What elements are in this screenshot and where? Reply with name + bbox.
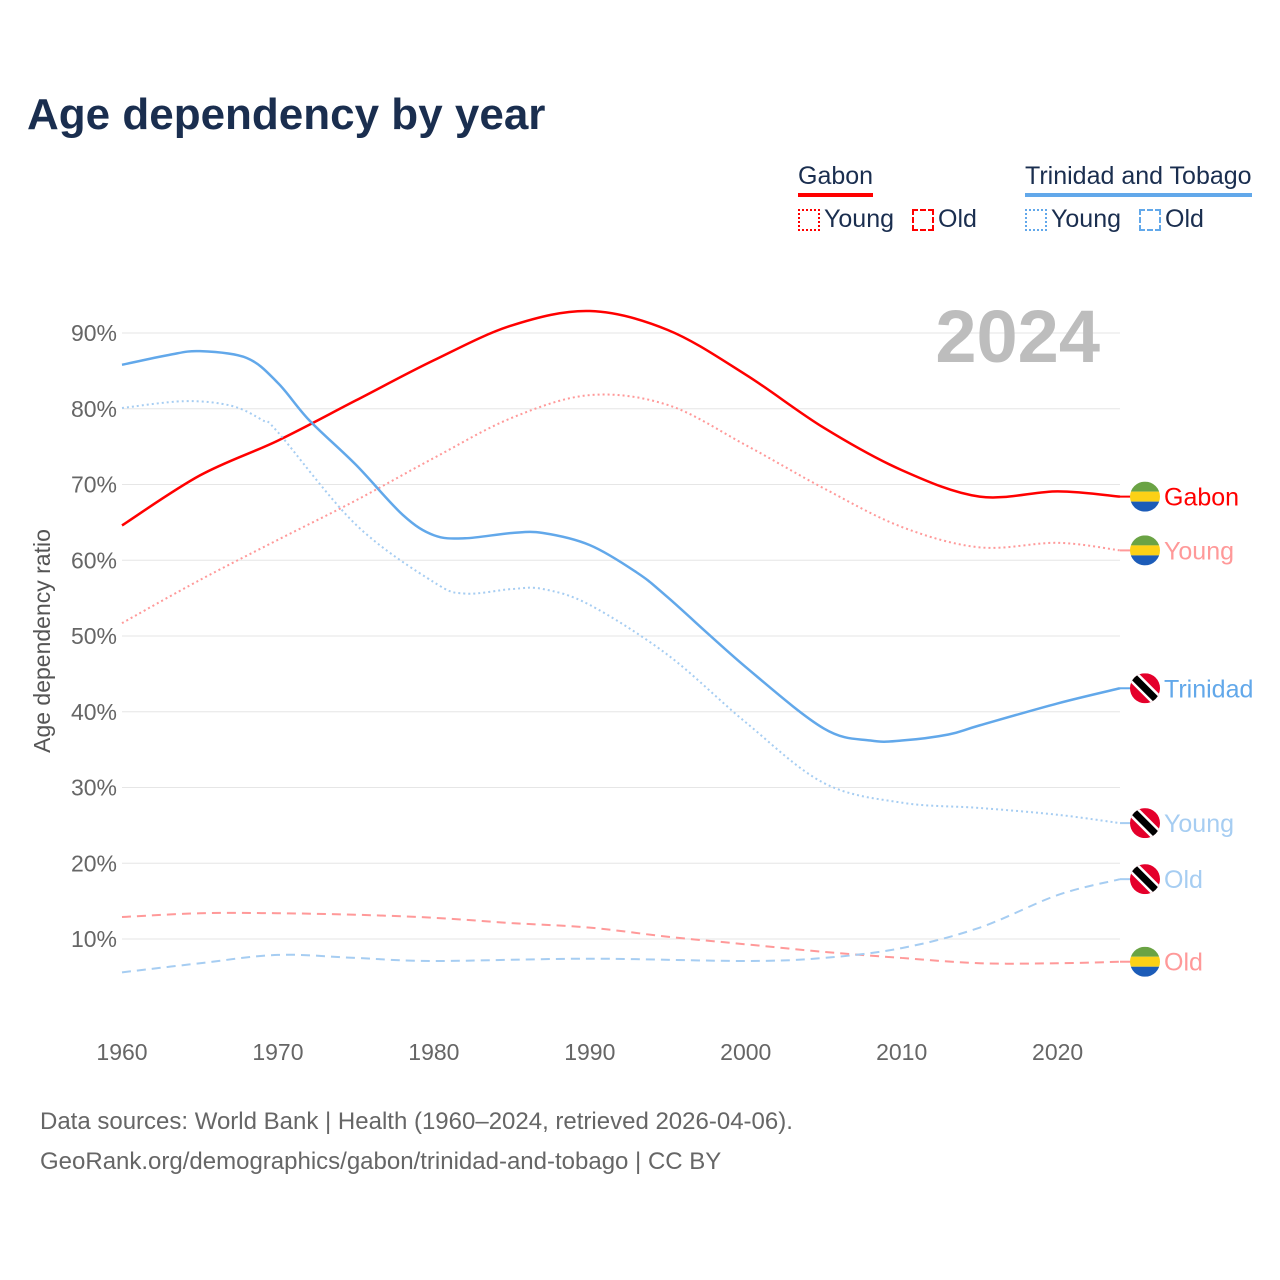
dotted-swatch-icon — [798, 208, 820, 231]
series-line-trinidad-and-tobago-old — [121, 878, 1121, 974]
legend-gabon: Gabon Young Old — [798, 162, 977, 234]
trinidad-flag-icon — [1130, 808, 1160, 838]
x-tick-label: 1990 — [564, 1039, 615, 1065]
series-line-trinidad-and-tobago-young — [121, 400, 1121, 825]
end-label-trinidad-and-tobago: Trinidad — [1164, 675, 1253, 703]
dashed-swatch-icon — [912, 208, 934, 231]
y-tick-label: 40% — [71, 699, 117, 725]
x-tick-label: 1960 — [96, 1039, 147, 1065]
end-label-trinidad-and-tobago-old: Old — [1164, 866, 1203, 894]
end-label-gabon-young: Young — [1164, 537, 1234, 565]
x-tick-label: 2020 — [1032, 1039, 1083, 1065]
y-tick-label: 80% — [71, 396, 117, 422]
y-axis-label: Age dependency ratio — [29, 529, 55, 753]
series-line-gabon-young — [121, 393, 1121, 624]
series-line-trinidad-and-tobago — [121, 349, 1121, 743]
y-tick-label: 60% — [71, 547, 117, 573]
end-label-gabon: Gabon — [1164, 484, 1239, 512]
legend-item-trinidad-young: Young — [1025, 205, 1121, 234]
x-tick-label: 1970 — [252, 1039, 303, 1065]
series-line-gabon — [121, 309, 1121, 527]
y-tick-label: 20% — [71, 850, 117, 876]
end-label-trinidad-and-tobago-young: Young — [1164, 810, 1234, 838]
x-tick-label: 2010 — [876, 1039, 927, 1065]
legend-item-trinidad-old: Old — [1139, 205, 1204, 234]
legend-label: Young — [824, 205, 894, 233]
year-annotation: 2024 — [935, 295, 1100, 378]
legend-country-gabon: Gabon — [798, 162, 874, 197]
legend-label: Young — [1051, 205, 1121, 233]
x-tick-label: 2000 — [720, 1039, 771, 1065]
legend-label: Old — [1165, 205, 1204, 233]
gabon-flag-icon — [1130, 535, 1160, 565]
footer-source: Data sources: World Bank | Health (1960–… — [40, 1108, 793, 1135]
y-tick-label: 50% — [71, 623, 117, 649]
legend-item-gabon-old: Old — [912, 205, 977, 234]
legend-country-trinidad: Trinidad and Tobago — [1025, 162, 1252, 197]
y-tick-label: 10% — [71, 926, 117, 952]
trinidad-flag-icon — [1130, 864, 1160, 894]
chart-title: Age dependency by year — [27, 90, 546, 139]
legend-trinidad: Trinidad and Tobago Young Old — [1025, 162, 1252, 234]
y-tick-label: 70% — [71, 472, 117, 498]
y-tick-label: 30% — [71, 775, 117, 801]
dotted-swatch-icon — [1025, 208, 1047, 231]
gabon-flag-icon — [1130, 482, 1160, 512]
footer-link[interactable]: GeoRank.org/demographics/gabon/trinidad-… — [40, 1148, 722, 1175]
trinidad-flag-icon — [1130, 673, 1160, 703]
gabon-flag-icon — [1130, 947, 1160, 977]
end-label-gabon-old: Old — [1164, 949, 1203, 977]
series-line-gabon-old — [121, 911, 1121, 965]
y-tick-label: 90% — [71, 320, 117, 346]
dashed-swatch-icon — [1139, 208, 1161, 231]
legend-item-gabon-young: Young — [798, 205, 894, 234]
x-tick-label: 1980 — [408, 1039, 459, 1065]
legend-label: Old — [938, 205, 977, 233]
